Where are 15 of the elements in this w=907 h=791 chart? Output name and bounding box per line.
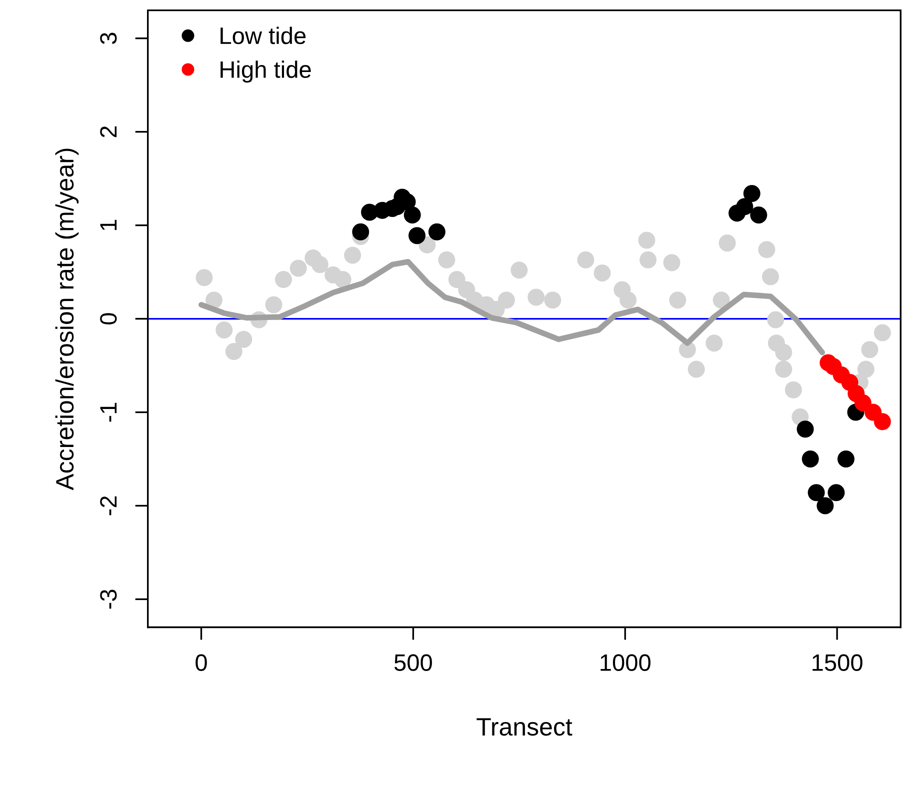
y-tick-label: 1 — [100, 220, 117, 230]
x-tick-label: 1000 — [600, 654, 650, 671]
x-tick-label: 0 — [196, 654, 207, 671]
y-tick-label: -2 — [100, 496, 117, 516]
legend-label: Low tide — [220, 26, 306, 44]
y-tick-label: -3 — [100, 590, 117, 609]
y-tick-label: -1 — [100, 402, 117, 422]
legend-label: High tide — [220, 60, 311, 83]
y-axis-title: Accretion/erosion rate (m/year) — [55, 148, 79, 490]
y-tick-label: 2 — [100, 126, 117, 138]
x-tick-label: 1500 — [812, 654, 862, 671]
y-tick-label: 0 — [100, 313, 117, 324]
x-tick-label: 500 — [394, 654, 432, 671]
y-tick-label: 3 — [100, 32, 117, 44]
x-axis-title: Transect — [476, 718, 572, 736]
